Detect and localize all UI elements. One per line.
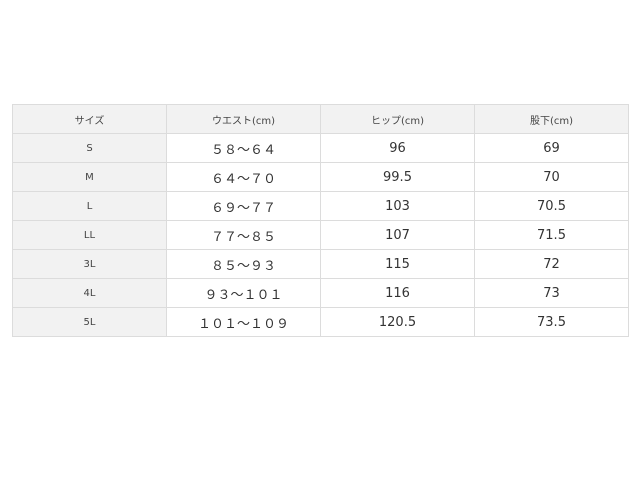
cell-inseam: 70: [474, 162, 629, 192]
cell-waist: １０１～１０９: [166, 307, 321, 337]
cell-hip: 96: [320, 133, 475, 163]
cell-waist: ５８～６４: [166, 133, 321, 163]
cell-size: LL: [12, 220, 167, 250]
table-row: S ５８～６４ 96 69: [12, 133, 629, 163]
cell-inseam: 69: [474, 133, 629, 163]
cell-size: 4L: [12, 278, 167, 308]
cell-inseam: 73: [474, 278, 629, 308]
header-hip: ヒップ(cm): [320, 104, 475, 134]
cell-inseam: 72: [474, 249, 629, 279]
cell-waist: ８５～９３: [166, 249, 321, 279]
table-row: 5L １０１～１０９ 120.5 73.5: [12, 307, 629, 337]
header-waist: ウエスト(cm): [166, 104, 321, 134]
table-row: 4L ９３～１０１ 116 73: [12, 278, 629, 308]
cell-size: M: [12, 162, 167, 192]
cell-size: L: [12, 191, 167, 221]
table-row: LL ７７～８５ 107 71.5: [12, 220, 629, 250]
cell-hip: 103: [320, 191, 475, 221]
cell-size: 5L: [12, 307, 167, 337]
cell-hip: 115: [320, 249, 475, 279]
cell-inseam: 71.5: [474, 220, 629, 250]
cell-size: S: [12, 133, 167, 163]
cell-hip: 107: [320, 220, 475, 250]
cell-hip: 120.5: [320, 307, 475, 337]
header-row: サイズ ウエスト(cm) ヒップ(cm) 股下(cm): [12, 104, 629, 134]
header-size: サイズ: [12, 104, 167, 134]
table-row: 3L ８５～９３ 115 72: [12, 249, 629, 279]
cell-waist: ６９～７７: [166, 191, 321, 221]
table-row: M ６４～７０ 99.5 70: [12, 162, 629, 192]
cell-size: 3L: [12, 249, 167, 279]
header-inseam: 股下(cm): [474, 104, 629, 134]
cell-waist: ６４～７０: [166, 162, 321, 192]
cell-inseam: 73.5: [474, 307, 629, 337]
cell-hip: 116: [320, 278, 475, 308]
cell-inseam: 70.5: [474, 191, 629, 221]
cell-hip: 99.5: [320, 162, 475, 192]
cell-waist: ７７～８５: [166, 220, 321, 250]
cell-waist: ９３～１０１: [166, 278, 321, 308]
size-chart-table: サイズ ウエスト(cm) ヒップ(cm) 股下(cm) S ５８～６４ 96 69 M ６…: [12, 104, 629, 337]
table-row: L ６９～７７ 103 70.5: [12, 191, 629, 221]
